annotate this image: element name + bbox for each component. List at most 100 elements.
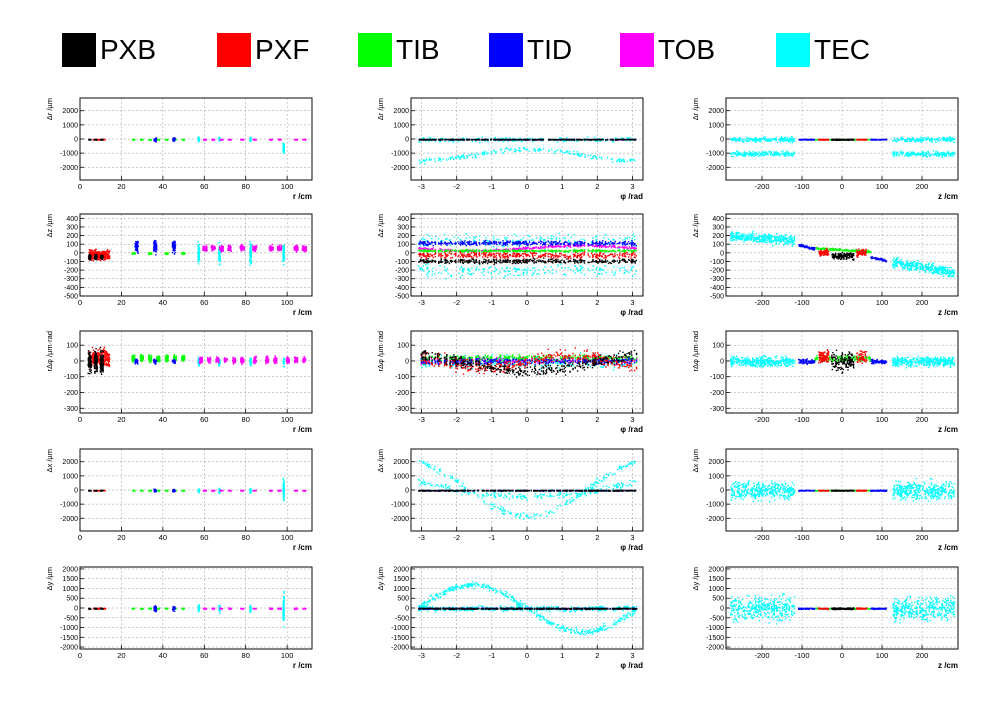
scatter-points	[87, 253, 104, 261]
series-pxb	[418, 257, 637, 266]
y-tick-label: 2000	[393, 459, 409, 466]
x-tick-label: 2	[595, 533, 599, 542]
x-tick-label: 40	[159, 651, 167, 660]
series-tec	[730, 354, 955, 369]
series-tec	[418, 232, 637, 280]
x-tick-label: 200	[916, 415, 929, 424]
x-tick-label: 60	[200, 298, 208, 307]
series-pxf	[818, 607, 868, 611]
y-tick-label: -200	[395, 268, 409, 275]
x-tick-label: -100	[794, 651, 809, 660]
legend-label: TEC	[814, 34, 870, 65]
y-tick-label: 500	[397, 596, 409, 603]
y-tick-label: -1000	[706, 151, 724, 158]
plot-border	[79, 330, 313, 414]
scatter-points	[418, 232, 637, 280]
legend: PXB PXF TIB TID TOB TEC	[0, 0, 995, 80]
x-tick-label: -200	[754, 415, 769, 424]
y-tick-label: 1000	[393, 473, 409, 480]
scatter-points	[198, 355, 307, 366]
scatter-points	[830, 489, 855, 492]
x-tick-label: 0	[525, 182, 529, 191]
plot-panel-4-1: -3 -2 -1 0 1 2 3 -2000 -1500 -1000 -500 0 500 1000 150…	[376, 566, 644, 670]
y-tick-label: -1000	[706, 502, 724, 509]
scatter-points	[798, 243, 888, 263]
legend-swatch	[489, 33, 523, 67]
x-tick-label: 40	[159, 533, 167, 542]
y-tick-label: -1000	[60, 151, 78, 158]
y-tick-label: 0	[405, 137, 409, 144]
y-tick-label: -100	[710, 259, 724, 266]
x-tick-label: 200	[916, 298, 929, 307]
y-tick-label: 2000	[62, 108, 78, 115]
series-tob	[202, 607, 307, 611]
y-axis-label: rΔφ /µm·rad	[376, 331, 385, 371]
x-axis-label: r /cm	[293, 192, 312, 201]
scatter-points	[418, 239, 637, 247]
series-tob	[202, 489, 307, 492]
series-tid	[798, 243, 888, 263]
scatter-points	[202, 489, 307, 492]
x-tick-label: 100	[876, 298, 889, 307]
y-tick-label: -1500	[706, 635, 724, 642]
y-tick-label: -1000	[391, 151, 409, 158]
y-tick-label: -1500	[391, 635, 409, 642]
x-tick-label: 0	[525, 415, 529, 424]
x-tick-label: 80	[242, 298, 250, 307]
y-tick-label: -500	[64, 294, 78, 301]
y-tick-label: -2000	[391, 645, 409, 652]
plot-panel-1-0: 0 20 40 60 80 100-500-400-300-200-10001002003…	[45, 213, 313, 317]
series-tid	[153, 488, 176, 493]
scatter-points	[131, 354, 186, 364]
x-tick-label: 80	[242, 533, 250, 542]
y-tick-label: 0	[720, 358, 724, 365]
x-tick-label: 0	[525, 298, 529, 307]
y-tick-label: -1500	[60, 635, 78, 642]
y-axis-label: Δr /µm	[45, 98, 54, 120]
series-tid	[798, 138, 888, 141]
x-axis-label: r /cm	[293, 308, 312, 317]
scatter-points	[418, 489, 637, 492]
scatter-points	[88, 138, 104, 141]
series-tob	[202, 243, 308, 253]
y-axis-label: Δz /µm	[45, 214, 54, 238]
y-tick-label: -100	[395, 259, 409, 266]
x-tick-label: -1	[489, 651, 496, 660]
series-tid	[153, 605, 176, 613]
scatter-points	[418, 138, 637, 141]
x-tick-label: 60	[200, 533, 208, 542]
x-axis-label: φ /rad	[620, 661, 643, 670]
scatter-points	[420, 353, 638, 364]
y-tick-label: 1500	[62, 576, 78, 583]
x-tick-label: -1	[489, 415, 496, 424]
scatter-points	[818, 349, 868, 364]
x-tick-label: 0	[78, 651, 82, 660]
x-tick-label: 20	[117, 415, 125, 424]
y-tick-label: -2000	[60, 516, 78, 523]
legend-swatch	[620, 33, 654, 67]
x-tick-label: 20	[117, 651, 125, 660]
x-tick-label: 100	[281, 415, 294, 424]
x-tick-label: -200	[754, 298, 769, 307]
y-tick-label: -300	[710, 276, 724, 283]
y-tick-label: -500	[395, 615, 409, 622]
scatter-points	[131, 138, 186, 141]
x-tick-label: 100	[876, 415, 889, 424]
scatter-points	[798, 607, 887, 611]
y-axis-label: Δz /µm	[691, 214, 700, 238]
scatter-points	[197, 136, 285, 154]
x-tick-label: 3	[630, 298, 634, 307]
x-tick-label: 1	[560, 182, 564, 191]
x-axis-label: z /cm	[938, 308, 958, 317]
x-axis-label: z /cm	[938, 543, 958, 552]
y-tick-label: 0	[405, 358, 409, 365]
y-tick-label: 1000	[393, 122, 409, 129]
y-axis-label: Δx /µm	[691, 449, 700, 473]
y-tick-label: -1000	[60, 502, 78, 509]
series-pxb	[831, 349, 855, 374]
y-tick-label: 200	[397, 233, 409, 240]
y-tick-label: 200	[66, 233, 78, 240]
x-tick-label: 2	[595, 298, 599, 307]
